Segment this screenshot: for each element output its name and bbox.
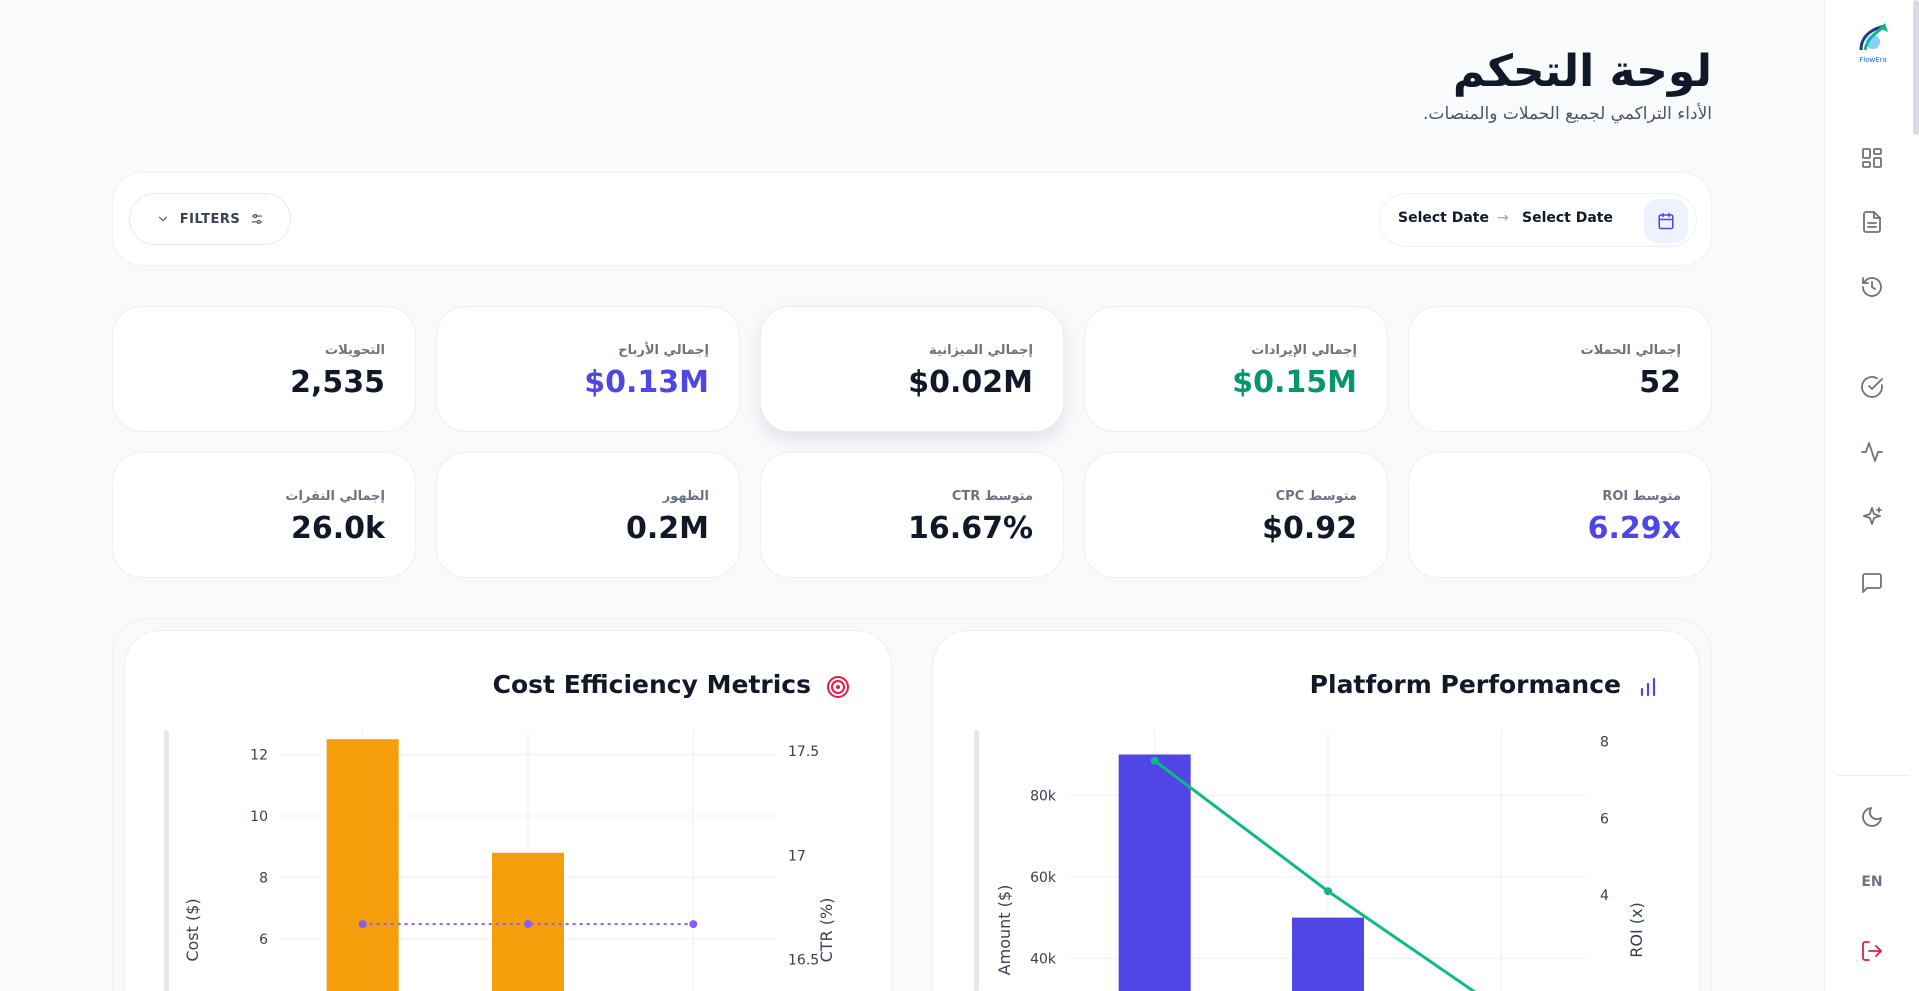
logout-icon[interactable] bbox=[1859, 938, 1885, 964]
page-subtitle: الأداء التراكمي لجميع الحملات والمنصات. bbox=[1423, 104, 1712, 124]
date-range-arrow: → bbox=[1497, 210, 1509, 226]
sidebar-scrollbar[interactable] bbox=[1913, 0, 1919, 135]
line-point bbox=[358, 920, 367, 929]
y2-tick-label: 6 bbox=[1600, 811, 1609, 827]
sidebar: FlowEra EN bbox=[1824, 0, 1919, 991]
kpi-label: إجمالي الميزانية bbox=[929, 343, 1033, 358]
kpi-value: $0.92 bbox=[1262, 511, 1357, 546]
start-date[interactable]: Select Date bbox=[1398, 210, 1489, 226]
kpi-label: إجمالي الحملات bbox=[1580, 343, 1681, 358]
kpi-card-avg-roi: متوسط ROI 6.29x bbox=[1408, 452, 1712, 578]
platform-performance-chart: 40k 60k 80k 4 6 8 Amount ($) ROI (x) bbox=[974, 730, 1646, 991]
line-point bbox=[689, 920, 698, 929]
y2-tick-label: 8 bbox=[1600, 735, 1609, 751]
line-point bbox=[524, 920, 532, 929]
kpi-label: متوسط CTR bbox=[951, 489, 1033, 504]
y2-tick-label: 17 bbox=[788, 848, 806, 864]
y-axis-title: Cost ($) bbox=[183, 898, 202, 961]
kpi-value: $0.15M bbox=[1232, 365, 1357, 400]
kpi-card-avg-ctr: متوسط CTR 16.67% bbox=[760, 452, 1064, 578]
y-tick-label: 10 bbox=[250, 809, 268, 825]
kpi-card-impressions: الظهور 0.2M bbox=[436, 452, 740, 578]
kpi-label: متوسط CPC bbox=[1275, 489, 1357, 504]
kpi-card-total-campaigns: إجمالي الحملات 52 bbox=[1408, 306, 1712, 432]
y2-axis-title: ROI (x) bbox=[1627, 902, 1646, 957]
logo-icon bbox=[1859, 23, 1888, 51]
kpi-label: إجمالي الإيرادات bbox=[1251, 343, 1357, 358]
kpi-value: $0.02M bbox=[908, 365, 1033, 400]
bar-chart-icon bbox=[1640, 677, 1656, 697]
sliders-icon bbox=[251, 214, 263, 224]
kpi-card-total-profit: إجمالي الأرباح $0.13M bbox=[436, 306, 740, 432]
y2-tick-label: 17.5 bbox=[788, 744, 819, 760]
kpi-value: 52 bbox=[1639, 365, 1681, 400]
kpi-label: إجمالي النقرات bbox=[285, 489, 385, 504]
document-icon[interactable] bbox=[1859, 209, 1885, 235]
app-logo[interactable]: FlowEra bbox=[1855, 20, 1891, 68]
bar bbox=[1118, 754, 1191, 991]
history-icon[interactable] bbox=[1859, 274, 1885, 300]
target-icon bbox=[827, 676, 849, 698]
kpi-value: 26.0k bbox=[291, 511, 385, 546]
y2-tick-label: 4 bbox=[1600, 888, 1609, 904]
date-range-picker: Select Date → Select Date bbox=[1379, 193, 1697, 247]
y-tick-label: 6 bbox=[259, 932, 268, 948]
kpi-value: 0.2M bbox=[626, 511, 709, 546]
dashboard-grid-icon[interactable] bbox=[1859, 145, 1885, 171]
bar bbox=[326, 739, 399, 991]
kpi-label: التحويلات bbox=[325, 343, 385, 358]
cost-efficiency-chart: 6 8 10 12 16.5 17 17.5 Cost ($) CTR (%) bbox=[164, 730, 836, 991]
platform-performance-title: Platform Performance bbox=[1309, 670, 1621, 699]
kpi-value: 6.29x bbox=[1587, 511, 1681, 546]
language-toggle[interactable]: EN bbox=[1861, 874, 1883, 890]
bar bbox=[1292, 917, 1364, 991]
chart-scroll-bar bbox=[164, 730, 169, 991]
y-axis-title: Amount ($) bbox=[995, 885, 1014, 976]
calendar-button[interactable] bbox=[1644, 199, 1688, 243]
moon-icon[interactable] bbox=[1859, 804, 1885, 830]
message-icon[interactable] bbox=[1859, 570, 1885, 596]
kpi-card-total-revenue: إجمالي الإيرادات $0.15M bbox=[1084, 306, 1388, 432]
check-circle-icon[interactable] bbox=[1859, 374, 1885, 400]
y2-axis-title: CTR (%) bbox=[817, 898, 836, 963]
page-title: لوحة التحكم bbox=[1452, 46, 1712, 97]
kpi-card-total-budget: إجمالي الميزانية $0.02M bbox=[760, 306, 1064, 432]
logo-text: FlowEra bbox=[1859, 56, 1887, 64]
filters-label: FILTERS bbox=[179, 211, 241, 227]
y-tick-label: 80k bbox=[1030, 788, 1057, 804]
kpi-label: متوسط ROI bbox=[1602, 489, 1681, 504]
kpi-label: الظهور bbox=[662, 489, 709, 504]
y-tick-label: 12 bbox=[250, 748, 268, 764]
kpi-card-avg-cpc: متوسط CPC $0.92 bbox=[1084, 452, 1388, 578]
sidebar-divider bbox=[1837, 775, 1909, 776]
activity-icon[interactable] bbox=[1859, 439, 1885, 465]
chevron-down-icon bbox=[158, 216, 167, 222]
kpi-value: 2,535 bbox=[290, 365, 385, 400]
cost-efficiency-title: Cost Efficiency Metrics bbox=[492, 670, 811, 699]
end-date[interactable]: Select Date bbox=[1522, 210, 1613, 226]
kpi-label: إجمالي الأرباح bbox=[618, 343, 709, 358]
filters-button[interactable]: FILTERS bbox=[129, 193, 291, 245]
kpi-card-conversions: التحويلات 2,535 bbox=[112, 306, 416, 432]
line-point bbox=[1150, 756, 1159, 765]
filter-bar: FILTERS Select Date → Select Date bbox=[112, 172, 1712, 266]
kpi-value: $0.13M bbox=[584, 365, 709, 400]
charts-container bbox=[112, 618, 1712, 991]
sparkles-icon[interactable] bbox=[1859, 504, 1885, 530]
kpi-card-total-clicks: إجمالي النقرات 26.0k bbox=[112, 452, 416, 578]
y-tick-label: 60k bbox=[1030, 870, 1057, 886]
chart-scroll-bar bbox=[974, 730, 979, 991]
y-tick-label: 40k bbox=[1030, 951, 1057, 967]
calendar-icon bbox=[1658, 212, 1674, 230]
kpi-value: 16.67% bbox=[908, 511, 1033, 546]
y-tick-label: 8 bbox=[259, 870, 268, 886]
line-point bbox=[1324, 887, 1332, 896]
y2-tick-label: 16.5 bbox=[788, 953, 819, 969]
